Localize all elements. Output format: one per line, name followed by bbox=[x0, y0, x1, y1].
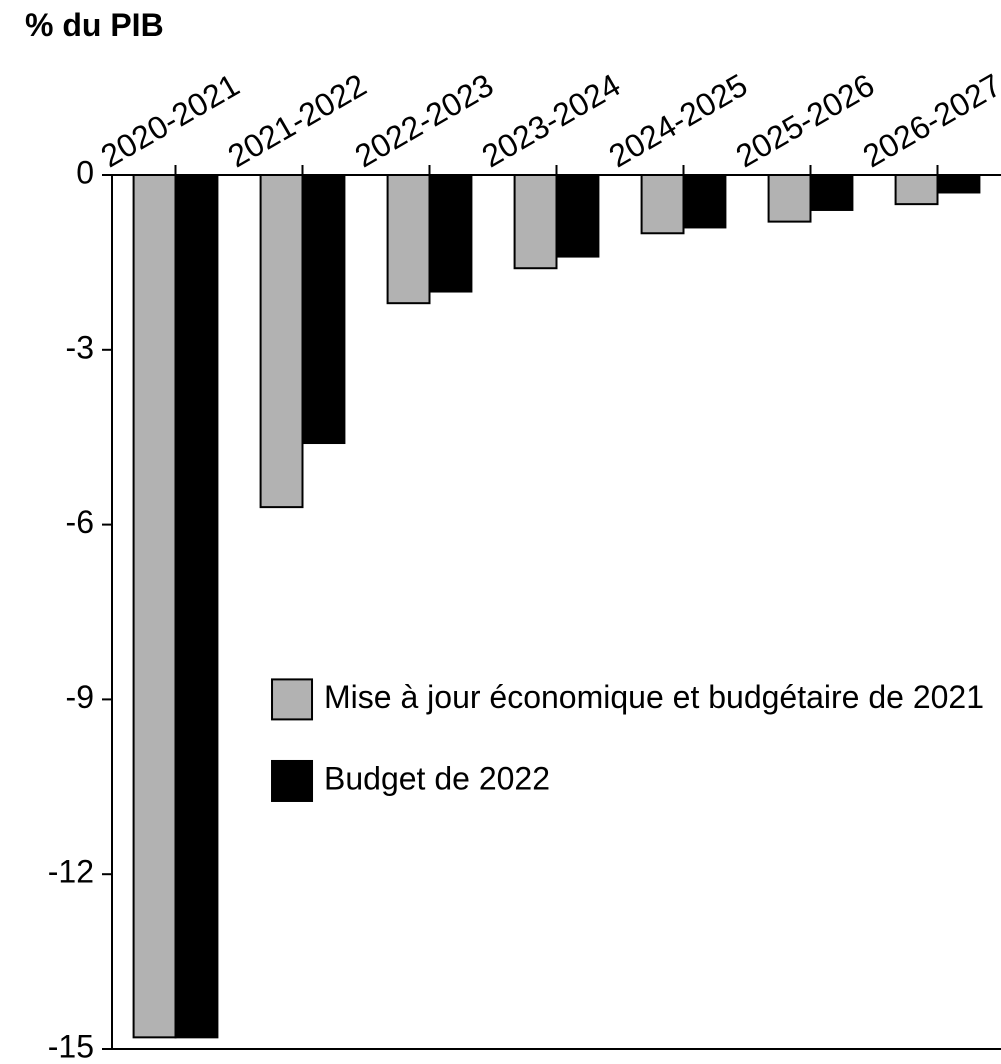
bar-series-1 bbox=[684, 175, 726, 227]
bar-series-1 bbox=[811, 175, 853, 210]
y-tick-label: -9 bbox=[66, 679, 94, 715]
bar-series-0 bbox=[642, 175, 684, 233]
y-tick-label: -12 bbox=[48, 854, 94, 890]
legend-label: Mise à jour économique et budgétaire de … bbox=[324, 679, 984, 715]
bar-series-1 bbox=[303, 175, 345, 443]
legend-label: Budget de 2022 bbox=[324, 760, 550, 796]
y-tick-label: -15 bbox=[48, 1028, 94, 1064]
bar-series-1 bbox=[430, 175, 472, 292]
bar-series-1 bbox=[938, 175, 980, 192]
legend-swatch bbox=[272, 679, 312, 719]
bar-series-0 bbox=[769, 175, 811, 222]
y-tick-label: -6 bbox=[66, 504, 94, 540]
bar-series-0 bbox=[261, 175, 303, 507]
bar-series-0 bbox=[515, 175, 557, 268]
y-tick-label: 0 bbox=[76, 154, 94, 190]
y-tick-label: -3 bbox=[66, 329, 94, 365]
legend-swatch bbox=[272, 761, 312, 801]
bar-series-0 bbox=[896, 175, 938, 204]
chart-svg: % du PIB2020-20212021-20222022-20232023-… bbox=[0, 0, 1001, 1064]
bar-series-0 bbox=[388, 175, 430, 303]
bar-series-0 bbox=[134, 175, 176, 1037]
deficit-chart: % du PIB2020-20212021-20222022-20232023-… bbox=[0, 0, 1001, 1064]
bar-series-1 bbox=[176, 175, 218, 1037]
y-axis-title: % du PIB bbox=[25, 7, 164, 43]
bar-series-1 bbox=[557, 175, 599, 257]
